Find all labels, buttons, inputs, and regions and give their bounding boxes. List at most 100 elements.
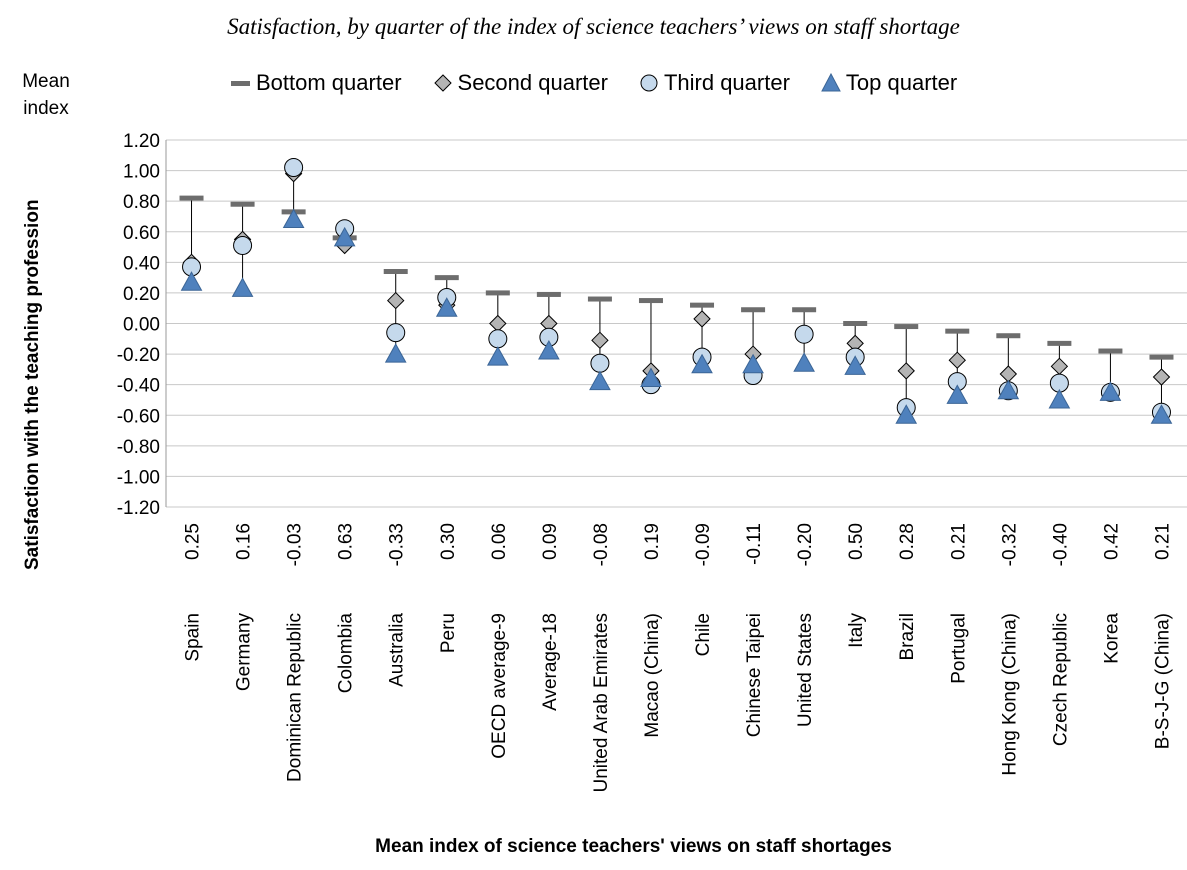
- top-quarter-marker: [1099, 381, 1122, 401]
- y-tick-label: -1.20: [117, 498, 160, 519]
- category-mean-label: -0.09: [693, 523, 714, 566]
- second-quarter-marker: [387, 291, 405, 310]
- third-quarter-marker: [386, 323, 406, 343]
- legend-label: Third quarter: [663, 70, 790, 95]
- top-quarter-marker: [691, 353, 713, 374]
- y-tick-label: -0.20: [117, 345, 160, 366]
- bottom-quarter-marker: [741, 307, 766, 313]
- category-mean-label: 0.50: [846, 523, 867, 560]
- top-quarter-marker: [1048, 388, 1071, 409]
- category-label: Chile: [693, 613, 714, 656]
- category-mean-label: 0.42: [1101, 523, 1122, 560]
- y-tick-label: 1.20: [123, 131, 160, 152]
- top-quarter-marker: [231, 277, 254, 297]
- bottom-quarter-marker: [383, 269, 408, 275]
- category-label: Portugal: [948, 613, 969, 684]
- y-tick-label: -1.00: [117, 467, 160, 488]
- top-quarter-marker: [640, 367, 662, 388]
- category-mean-label: 0.06: [489, 523, 510, 560]
- top-quarter-marker: [844, 355, 867, 375]
- bottom-quarter-marker: [1098, 348, 1123, 354]
- third-quarter-marker: [284, 158, 304, 178]
- top-quarter-marker: [946, 384, 969, 404]
- category-label: United Arab Emirates: [591, 613, 612, 793]
- bottom-quarter-marker: [587, 296, 612, 302]
- top-quarter-marker: [384, 343, 407, 363]
- category-mean-label: -0.32: [999, 523, 1020, 566]
- category-label: Average-18: [540, 613, 561, 711]
- third-quarter-marker: [488, 329, 508, 349]
- category-mean-label: 0.30: [438, 523, 459, 560]
- category-label: Germany: [234, 613, 255, 692]
- second-quarter-marker: [999, 365, 1018, 383]
- legend-item-third-quarter: Third quarter: [638, 70, 790, 96]
- second-quarter-marker: [897, 362, 915, 380]
- bottom-quarter-marker: [1047, 340, 1072, 346]
- legend-label: Second quarter: [457, 70, 608, 95]
- bottom-quarter-marker: [690, 302, 715, 308]
- bottom-quarter-marker: [638, 298, 663, 304]
- category-label: Czech Republic: [1050, 613, 1071, 746]
- bottom-quarter-marker: [1149, 354, 1174, 360]
- category-label: Spain: [183, 613, 204, 662]
- top-quarter-marker: [282, 208, 305, 229]
- y-tick-label: 0.80: [123, 192, 160, 213]
- bottom-quarter-marker: [434, 275, 459, 281]
- category-label: United States: [795, 613, 816, 727]
- legend-item-bottom-quarter: Bottom quarter: [230, 70, 402, 96]
- top-quarter-marker: [180, 271, 203, 291]
- category-label: Colombia: [336, 613, 357, 694]
- top-quarter-marker: [1150, 404, 1173, 424]
- top-quarter-marker: [742, 353, 764, 374]
- bottom-quarter-marker: [996, 333, 1021, 339]
- category-label: Brazil: [897, 613, 918, 661]
- circle-marker-icon: [640, 74, 658, 92]
- third-quarter-marker: [794, 324, 814, 344]
- category-mean-label: -0.08: [591, 523, 612, 566]
- second-quarter-marker: [693, 310, 711, 328]
- category-mean-label: -0.11: [744, 523, 765, 565]
- top-quarter-marker: [486, 346, 509, 366]
- category-label: Australia: [387, 613, 408, 687]
- category-mean-label: 0.25: [183, 523, 204, 560]
- dash-marker-icon: [231, 81, 250, 86]
- category-mean-label: 0.09: [540, 523, 561, 560]
- second-quarter-marker: [1050, 357, 1069, 376]
- bottom-quarter-marker: [179, 195, 204, 201]
- y-tick-label: 0.00: [123, 315, 160, 336]
- category-label: Italy: [846, 613, 867, 648]
- category-mean-label: 0.63: [336, 523, 357, 560]
- legend-item-second-quarter: Second quarter: [432, 70, 608, 96]
- category-mean-label: 0.19: [642, 523, 663, 560]
- top-quarter-marker: [333, 226, 356, 247]
- category-mean-label: 0.28: [897, 523, 918, 560]
- y-unit-label: Mean index: [14, 68, 78, 122]
- top-quarter-marker: [538, 339, 560, 360]
- bottom-quarter-marker: [792, 307, 817, 313]
- category-label: Korea: [1101, 613, 1122, 664]
- bottom-quarter-marker: [230, 201, 255, 207]
- category-mean-label: -0.33: [387, 523, 408, 566]
- diamond-marker-icon: [433, 74, 452, 92]
- category-label: Dominican Republic: [285, 613, 306, 782]
- category-label: B-S-J-G (China): [1152, 613, 1173, 749]
- bottom-quarter-marker: [536, 291, 561, 297]
- category-label: OECD average-9: [489, 613, 510, 759]
- bottom-quarter-marker: [945, 328, 970, 334]
- category-mean-label: -0.40: [1050, 523, 1071, 566]
- y-tick-label: -0.40: [117, 376, 160, 397]
- y-tick-label: 0.40: [123, 253, 160, 274]
- second-quarter-marker: [948, 351, 966, 369]
- category-mean-label: 0.16: [234, 523, 255, 560]
- top-quarter-marker: [895, 404, 918, 424]
- third-quarter-marker: [590, 353, 610, 373]
- category-mean-label: -0.03: [285, 523, 306, 566]
- y-unit-label-line2: index: [23, 98, 69, 119]
- triangle-marker-icon: [821, 72, 841, 92]
- y-tick-label: -0.60: [117, 406, 160, 427]
- third-quarter-marker: [233, 236, 253, 256]
- top-quarter-marker: [997, 379, 1020, 400]
- y-tick-label: -0.80: [117, 437, 160, 458]
- second-quarter-marker: [591, 331, 609, 350]
